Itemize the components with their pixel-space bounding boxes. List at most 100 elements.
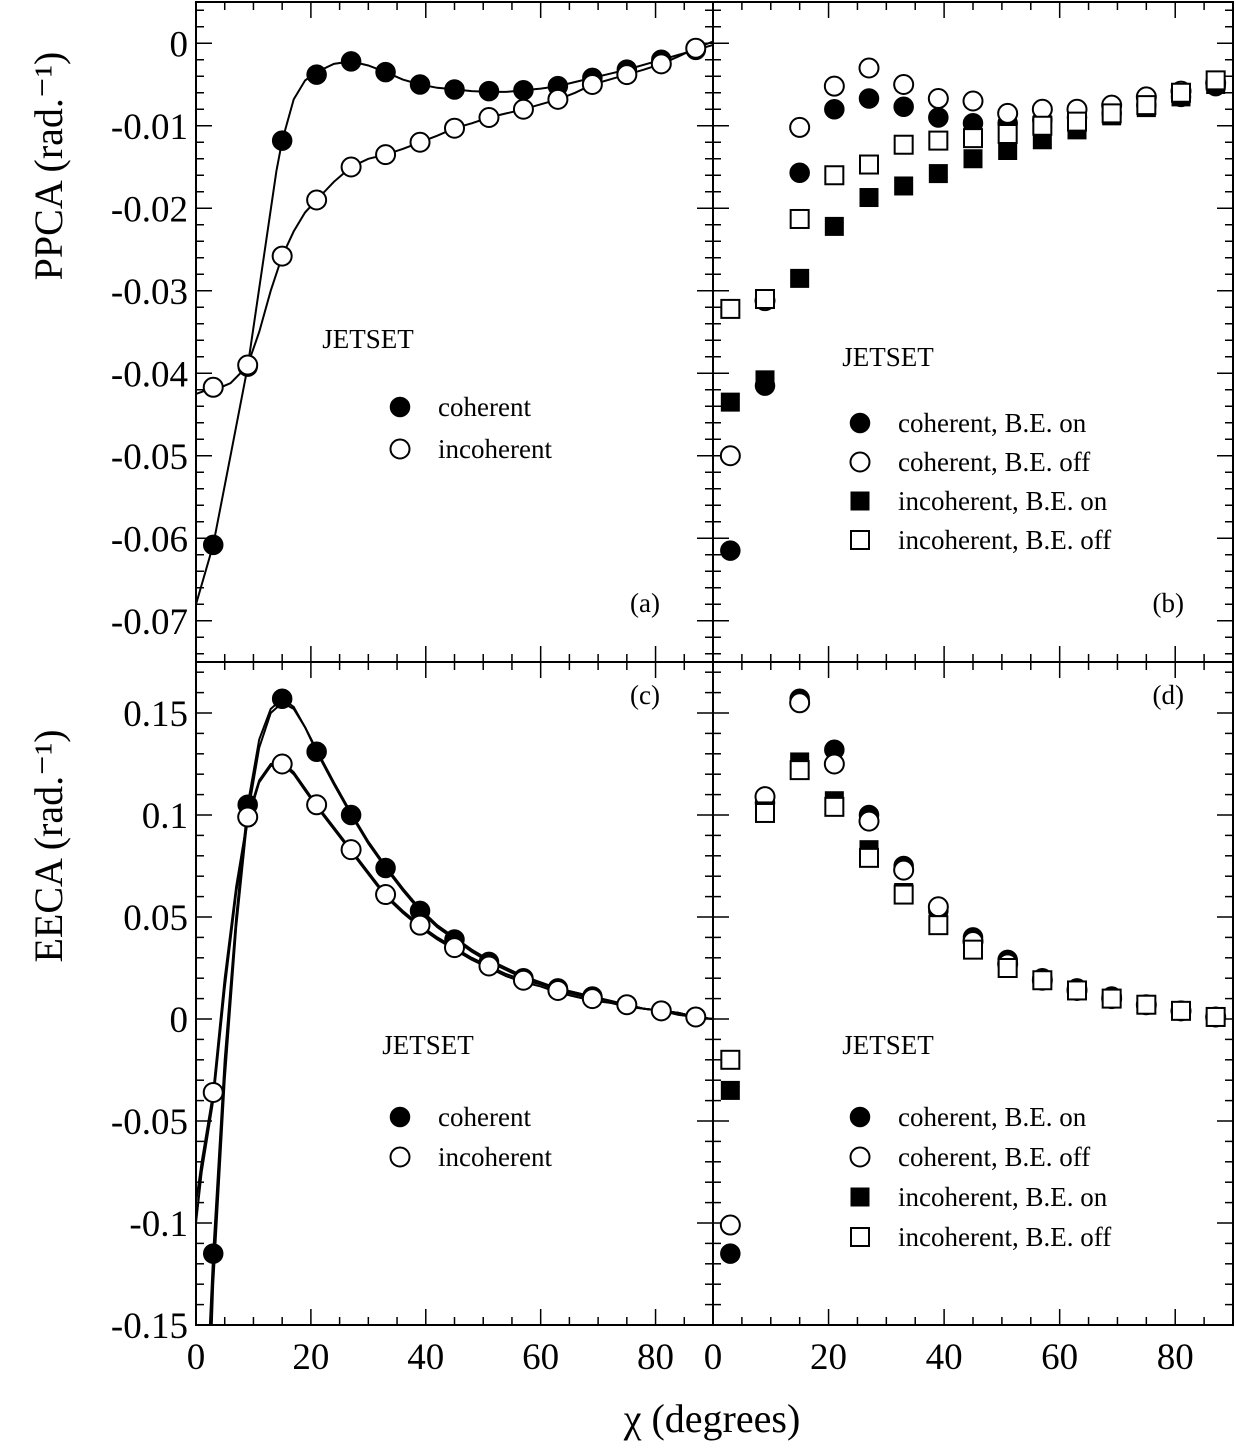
legend-label: incoherent, B.E. off bbox=[898, 1222, 1111, 1252]
panel-label: (a) bbox=[630, 588, 660, 618]
data-point bbox=[340, 804, 362, 826]
data-point bbox=[1136, 95, 1157, 116]
legend: coherent, B.E. on coherent, B.E. off incoh… bbox=[849, 1102, 1111, 1252]
data-point bbox=[823, 75, 845, 97]
data-point bbox=[1171, 82, 1191, 103]
data-point bbox=[1205, 1006, 1226, 1027]
data-point bbox=[998, 141, 1018, 160]
y-axis-title-bottom: EECA (rad.⁻¹) bbox=[26, 729, 71, 962]
data-point bbox=[1171, 1000, 1191, 1021]
data-point bbox=[963, 149, 983, 169]
data-point bbox=[720, 1049, 741, 1070]
legend-marker bbox=[849, 1106, 871, 1128]
data-point bbox=[409, 74, 431, 95]
data-point bbox=[512, 98, 534, 120]
annotation-text: JETSET bbox=[322, 324, 414, 354]
data-point bbox=[685, 1006, 707, 1028]
data-point bbox=[1136, 994, 1157, 1015]
data-point bbox=[720, 298, 741, 319]
x-tick-label: 0 bbox=[704, 1337, 723, 1378]
data-point bbox=[962, 90, 984, 112]
data-point bbox=[478, 955, 500, 977]
legend-label: incoherent, B.E. off bbox=[898, 525, 1111, 555]
data-point bbox=[859, 188, 879, 208]
legend-marker bbox=[850, 530, 870, 550]
x-tick-label: 20 bbox=[810, 1337, 847, 1378]
panel-a: 0 -0.01 -0.02 -0.03 -0.04 -0.05 -0.06 -0.07 (a) J… bbox=[111, 1, 714, 663]
data-point bbox=[237, 354, 259, 376]
data-point bbox=[755, 802, 775, 823]
legend-marker bbox=[389, 396, 411, 418]
x-tick-label: 80 bbox=[1157, 1337, 1194, 1378]
data-point bbox=[893, 96, 914, 118]
data-point bbox=[719, 1214, 741, 1236]
y-tick-label: -0.05 bbox=[111, 437, 188, 478]
data-point bbox=[202, 1081, 224, 1103]
data-point bbox=[720, 392, 740, 412]
data-point bbox=[306, 189, 328, 211]
data-point bbox=[928, 915, 949, 936]
data-point bbox=[893, 859, 915, 881]
legend-marker bbox=[849, 412, 871, 434]
panel-label: (b) bbox=[1153, 588, 1184, 618]
legend-label: coherent, B.E. on bbox=[898, 408, 1087, 438]
legend-label: incoherent, B.E. on bbox=[898, 1182, 1108, 1212]
y-tick-label: 0 bbox=[170, 1000, 189, 1041]
data-point bbox=[824, 796, 845, 817]
annotation-text: JETSET bbox=[382, 1030, 474, 1060]
data-point bbox=[789, 162, 810, 184]
y-tick-label: -0.02 bbox=[111, 189, 188, 230]
y-tick-label: -0.01 bbox=[111, 107, 188, 148]
data-point bbox=[375, 857, 396, 879]
y-tick-label: -0.05 bbox=[111, 1102, 188, 1143]
panel-label: (d) bbox=[1153, 680, 1184, 710]
data-point bbox=[202, 1243, 224, 1264]
data-point bbox=[409, 914, 431, 936]
data-point bbox=[306, 794, 328, 816]
legend-label: incoherent bbox=[438, 1142, 552, 1172]
data-point bbox=[547, 88, 569, 110]
data-point bbox=[375, 144, 397, 166]
legend-marker bbox=[849, 451, 871, 473]
x-tick-label: 40 bbox=[926, 1337, 963, 1378]
data-point bbox=[650, 53, 672, 75]
data-point bbox=[720, 1243, 741, 1264]
data-point bbox=[823, 753, 845, 775]
fit-curve-coherent-alt bbox=[210, 701, 713, 1325]
y-tick-label: 0.05 bbox=[123, 898, 188, 939]
data-point bbox=[512, 969, 534, 991]
data-point bbox=[547, 979, 569, 1001]
y-tick-label: 0.1 bbox=[142, 796, 188, 837]
data-point bbox=[789, 692, 811, 714]
series-coherent bbox=[202, 688, 707, 1264]
legend-marker bbox=[850, 1187, 870, 1207]
legend-marker bbox=[389, 1106, 411, 1128]
x-tick-label: 40 bbox=[407, 1337, 444, 1378]
legend-label: incoherent bbox=[438, 434, 552, 464]
data-point bbox=[928, 164, 948, 184]
data-point bbox=[858, 88, 880, 109]
data-point bbox=[478, 107, 500, 128]
data-point bbox=[581, 988, 603, 1010]
legend-label: coherent bbox=[438, 392, 531, 422]
data-point bbox=[927, 896, 949, 918]
data-point bbox=[720, 1080, 740, 1100]
plot-frame bbox=[195, 1, 714, 663]
series-incoherent-b-e-off bbox=[720, 70, 1226, 319]
x-tick-label: 60 bbox=[522, 1337, 559, 1378]
data-point bbox=[789, 116, 811, 138]
y-tick-label: -0.04 bbox=[111, 354, 188, 395]
data-point bbox=[893, 74, 915, 95]
y-tick-label: 0 bbox=[170, 24, 189, 65]
data-point bbox=[824, 165, 845, 186]
data-point bbox=[963, 939, 983, 960]
data-point bbox=[1032, 970, 1053, 991]
annotation-text: JETSET bbox=[842, 1030, 934, 1060]
data-point bbox=[685, 37, 707, 59]
data-point bbox=[340, 839, 362, 861]
data-point bbox=[858, 57, 880, 79]
data-point bbox=[375, 884, 397, 906]
data-point bbox=[444, 117, 465, 139]
data-point bbox=[997, 124, 1018, 144]
